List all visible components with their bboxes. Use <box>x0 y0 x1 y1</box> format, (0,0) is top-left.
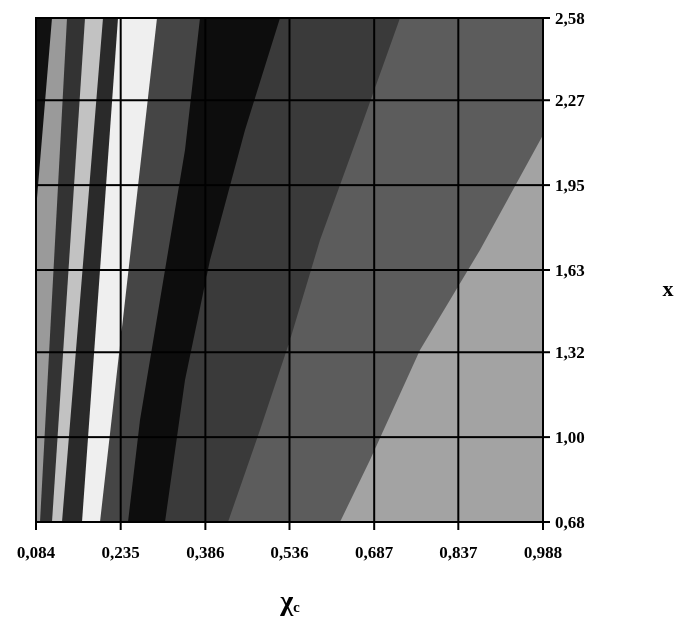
x-tick-label: 0,687 <box>355 543 394 562</box>
x-tick-label: 0,235 <box>102 543 140 562</box>
axes: 0,084 0,235 0,386 0,536 0,687 0,837 0,988 0,68 1… <box>17 9 585 562</box>
x-tick-label: 0,386 <box>186 543 224 562</box>
y-tick-label: 1,95 <box>555 176 585 195</box>
x-tick-label: 0,084 <box>17 543 56 562</box>
x-axis-symbol: χ <box>279 586 294 617</box>
y-tick-label: 2,58 <box>555 9 585 28</box>
x-tick-label: 0,837 <box>439 543 478 562</box>
x-axis-label: χc <box>279 586 300 617</box>
x-axis-subscript: c <box>293 600 300 616</box>
y-tick-label: 2,27 <box>555 91 585 110</box>
y-axis-label: x <box>663 276 674 301</box>
band <box>36 18 52 210</box>
y-tick-label: 1,00 <box>555 428 585 447</box>
x-tick-label: 0,536 <box>270 543 308 562</box>
plot-frame <box>35 17 544 523</box>
y-tick-label: 1,32 <box>555 343 585 362</box>
y-tick-label: 1,63 <box>555 261 585 280</box>
x-tick-label: 0,988 <box>524 543 562 562</box>
y-tick-label: 0,68 <box>555 513 585 532</box>
